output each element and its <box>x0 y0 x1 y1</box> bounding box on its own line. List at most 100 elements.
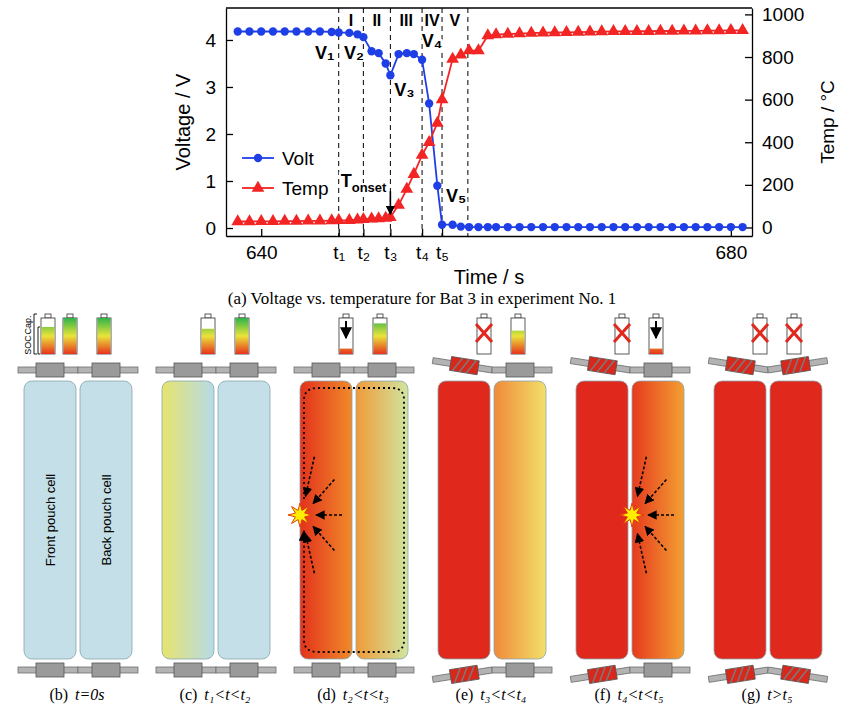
tick-label: 1000 <box>762 4 804 25</box>
panel-caption: (c)t₁<t<t₂ <box>180 686 251 704</box>
tick: 800 <box>745 47 794 68</box>
bus-bar <box>156 663 216 677</box>
battery-cap <box>377 314 383 318</box>
legend-label: Volt <box>282 148 314 169</box>
marker <box>332 213 345 224</box>
marker <box>281 27 289 35</box>
tick: 400 <box>745 132 794 153</box>
tab <box>506 663 534 677</box>
marker <box>633 223 641 231</box>
marker <box>386 71 394 79</box>
annotation-text: V₄ <box>422 31 443 51</box>
bus-bar <box>354 663 414 677</box>
marker <box>408 167 421 178</box>
marker <box>359 33 367 41</box>
marker <box>678 23 691 34</box>
marker <box>725 23 738 34</box>
tick: 200 <box>745 174 794 195</box>
marker <box>525 26 538 37</box>
tick: t₄ <box>416 229 429 263</box>
axis-title: Time / s <box>454 266 524 288</box>
panel-caption: (g)t>t₅ <box>742 686 793 704</box>
bus-bar <box>570 354 631 377</box>
marker <box>713 23 726 34</box>
hot-spot <box>620 503 644 527</box>
battery-level <box>340 349 353 354</box>
tab <box>312 663 340 677</box>
phase-label: III <box>400 12 413 29</box>
tick-label: 800 <box>762 47 794 68</box>
tab <box>312 363 340 377</box>
battery-level <box>98 318 111 354</box>
panel-caption: (b)t=0s <box>49 686 104 704</box>
marker <box>738 223 746 231</box>
tick-label: t₅ <box>436 242 449 263</box>
marker <box>666 24 679 35</box>
tab <box>36 363 64 377</box>
marker <box>433 182 441 190</box>
panel-letter: (e) <box>456 686 474 704</box>
phase-label: IV <box>424 12 439 29</box>
battery-level <box>616 354 629 355</box>
tick-mark <box>261 229 262 236</box>
marker <box>400 182 413 193</box>
tick: 1000 <box>745 4 804 25</box>
panel-letter: (d) <box>317 686 336 704</box>
marker <box>269 27 277 35</box>
battery-level <box>478 354 491 355</box>
annotation-text: V₅ <box>446 186 466 206</box>
bus-bar <box>18 663 78 677</box>
marker <box>586 223 594 231</box>
panel: Front pouch cellBack pouch cellCap.SOC(b… <box>18 314 138 704</box>
battery-level <box>754 354 767 355</box>
battery-cap <box>757 314 763 318</box>
pouch-cell <box>576 381 628 659</box>
marker <box>267 214 280 225</box>
marker <box>418 56 426 64</box>
heat-arrow <box>305 457 314 496</box>
battery-body <box>41 318 55 354</box>
marker <box>392 198 405 209</box>
heat-arrow <box>305 534 314 573</box>
marker <box>609 223 617 231</box>
tab <box>174 663 202 677</box>
legend: VoltTemp <box>242 148 328 199</box>
tick-label: 1 <box>205 171 216 192</box>
marker <box>654 24 667 35</box>
battery-cap <box>343 314 349 318</box>
battery-level <box>512 331 525 354</box>
bus-bar <box>216 663 276 677</box>
annotation-text: T <box>341 171 352 191</box>
tab-hatch <box>798 668 808 683</box>
marker <box>642 24 655 35</box>
annotation: V₁ <box>315 43 334 63</box>
tick-mark <box>745 14 752 15</box>
tick: 1 <box>205 171 233 192</box>
battery-cap <box>791 314 797 318</box>
tick-mark <box>226 40 233 41</box>
discharge-arrow <box>345 321 347 338</box>
tick-mark <box>745 57 752 58</box>
panel: (g)t>t₅ <box>708 314 829 704</box>
marker <box>607 24 620 35</box>
tab <box>368 663 396 677</box>
annotation-arrow <box>390 191 392 214</box>
tab <box>587 357 617 375</box>
tab-hatch <box>735 667 745 682</box>
panel-letter: (g) <box>742 686 761 704</box>
marker <box>292 27 300 35</box>
heat-arrow <box>645 479 666 503</box>
tab-hatch <box>590 668 600 683</box>
legend-marker <box>254 154 262 162</box>
failure-cross <box>614 324 630 342</box>
marker <box>367 47 375 55</box>
pouch-cell <box>494 381 546 659</box>
pouch-cell <box>632 381 684 659</box>
tick-mark <box>745 185 752 186</box>
heat-arrow <box>637 534 646 573</box>
tick-mark <box>226 134 233 135</box>
marker <box>691 223 699 231</box>
bus-bar <box>78 363 138 377</box>
failure-cross <box>476 324 492 342</box>
marker <box>539 223 547 231</box>
